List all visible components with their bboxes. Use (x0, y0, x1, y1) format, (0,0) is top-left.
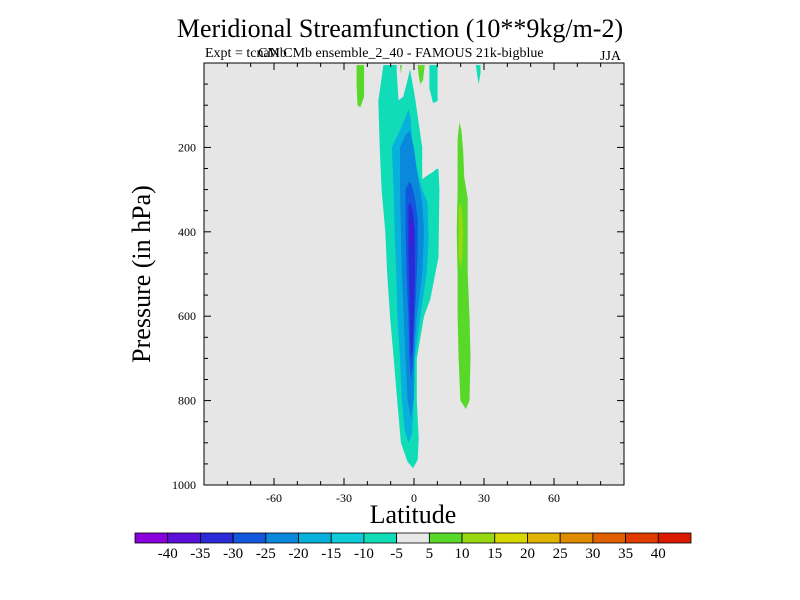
colorbar-box (298, 532, 332, 544)
colorbar-box (232, 532, 267, 544)
colorbar-box (363, 532, 398, 544)
x-tick-label: 30 (478, 491, 490, 505)
contour-northern-core (458, 202, 464, 270)
contour-top-tongue-positive (417, 65, 425, 85)
colorbar-label: 25 (553, 546, 568, 562)
colorbar-box (134, 532, 169, 544)
colorbar-box (592, 532, 626, 544)
contour-top-far-right (475, 65, 481, 85)
colorbar-box (494, 532, 528, 544)
colorbar-label: 35 (618, 546, 633, 562)
y-tick-label: 1000 (172, 478, 196, 492)
colorbar-label: 10 (455, 546, 470, 562)
x-tick-label: -60 (266, 491, 282, 505)
colorbar-label: -30 (223, 546, 243, 562)
colorbar-label: 30 (585, 546, 600, 562)
chart-subtitle: Expt = tcnaN CMb ensemble_2_40 - FAMOUS … (205, 46, 544, 61)
colorbar: -40 -35 -30 -25 -20 -15 -10 -5 5 10 15 20 25 30 35 40 (134, 532, 692, 562)
colorbar-label: -10 (354, 546, 374, 562)
x-axis-label: Latitude (369, 500, 457, 529)
colorbar-label: -15 (321, 546, 341, 562)
x-tick-label: -30 (336, 491, 352, 505)
colorbar-label: -35 (190, 546, 210, 562)
contour-top-right-positive (400, 65, 402, 74)
colorbar-box (167, 532, 201, 544)
y-tick-label: 600 (178, 309, 196, 323)
colorbar-label: -25 (256, 546, 276, 562)
subtitle-overlap-text: CMb (258, 46, 287, 61)
colorbar-label: 15 (487, 546, 502, 562)
colorbar-label: -40 (158, 546, 178, 562)
contour-cell-level-minus-35 (410, 221, 412, 249)
contour-cell-level-minus-30 (408, 202, 415, 359)
season-label: JJA (600, 49, 622, 64)
x-tick-label: 0 (411, 491, 417, 505)
chart-title: Meridional Streamfunction (10**9kg/m-2) (176, 14, 624, 43)
colorbar-box (396, 532, 430, 544)
colorbar-box (330, 532, 365, 544)
colorbar-box (200, 532, 234, 544)
colorbar-box (559, 532, 594, 544)
colorbar-label: 20 (520, 546, 535, 562)
colorbar-label: 40 (651, 546, 666, 562)
colorbar-box (461, 532, 496, 544)
y-tick-label: 400 (178, 225, 196, 239)
colorbar-box (428, 532, 463, 544)
colorbar-box (625, 532, 659, 544)
contour-top-left-positive (356, 65, 365, 108)
colorbar-box (265, 532, 299, 544)
contour-northern-positive-cell (456, 122, 471, 409)
colorbar-label: 5 (426, 546, 434, 562)
colorbar-box (657, 532, 692, 544)
colorbar-label: -5 (390, 546, 403, 562)
axis-ticks: -60 -30 0 30 60 200 400 600 800 1000 (172, 63, 624, 505)
colorbar-box (527, 532, 561, 544)
contour-layer (356, 65, 481, 469)
y-tick-label: 200 (178, 140, 196, 154)
x-tick-label: 60 (548, 491, 560, 505)
contour-top-right-cyan (429, 65, 438, 104)
contour-top-tongue-core (420, 65, 423, 72)
y-tick-label: 800 (178, 394, 196, 408)
colorbar-label: -20 (289, 546, 309, 562)
